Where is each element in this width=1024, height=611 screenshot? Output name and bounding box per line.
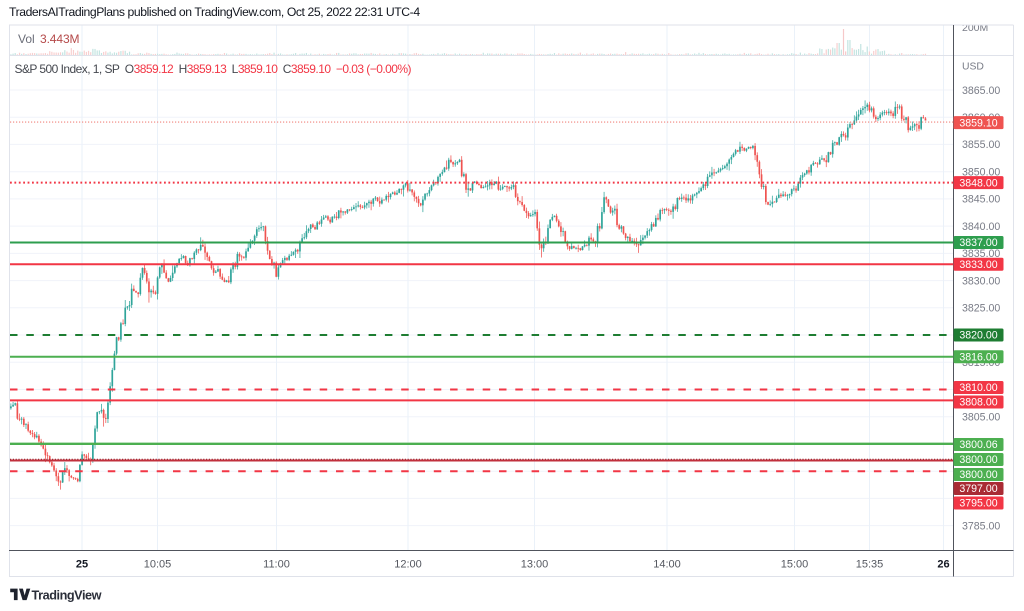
svg-text:12:00: 12:00 [394, 559, 422, 571]
svg-text:3808.00: 3808.00 [959, 397, 997, 409]
svg-text:Vol: Vol [18, 32, 35, 46]
svg-text:13:00: 13:00 [521, 559, 549, 571]
svg-text:3865.00: 3865.00 [962, 85, 1000, 97]
svg-text:3835.00: 3835.00 [962, 248, 1000, 260]
svg-text:11:00: 11:00 [263, 559, 290, 571]
svg-text:TradersAITradingPlans publishe: TradersAITradingPlans published on Tradi… [9, 5, 420, 19]
svg-text:15:35: 15:35 [856, 559, 884, 571]
svg-text:3845.00: 3845.00 [962, 194, 1000, 206]
svg-text:25: 25 [76, 559, 88, 571]
svg-text:200M: 200M [962, 22, 988, 34]
svg-text:3837.00: 3837.00 [959, 237, 997, 249]
svg-text:3859.10: 3859.10 [959, 117, 997, 129]
svg-text:3797.00: 3797.00 [959, 483, 997, 495]
svg-text:3800.06: 3800.06 [959, 439, 997, 451]
svg-text:3825.00: 3825.00 [962, 303, 1000, 315]
svg-text:TradingView: TradingView [32, 588, 102, 602]
svg-text:3840.00: 3840.00 [962, 221, 1000, 233]
svg-text:10:05: 10:05 [144, 559, 172, 571]
svg-text:26: 26 [937, 559, 949, 571]
svg-text:3816.00: 3816.00 [959, 352, 997, 364]
svg-text:S&P 500 Index, 1, SP O3859.12: S&P 500 Index, 1, SP O3859.12 H3859.13 L… [15, 62, 412, 76]
svg-text:3.443M: 3.443M [40, 32, 80, 46]
svg-text:3810.00: 3810.00 [959, 382, 997, 394]
svg-text:3805.00: 3805.00 [962, 412, 1000, 424]
svg-text:3785.00: 3785.00 [962, 520, 1000, 532]
svg-text:3830.00: 3830.00 [962, 275, 1000, 287]
svg-text:3800.00: 3800.00 [959, 454, 997, 466]
svg-text:3795.00: 3795.00 [959, 498, 997, 510]
svg-text:3833.00: 3833.00 [959, 259, 997, 271]
svg-text:3850.00: 3850.00 [962, 167, 1000, 179]
svg-text:3848.00: 3848.00 [959, 177, 997, 189]
svg-text:15:00: 15:00 [781, 559, 809, 571]
svg-text:USD: USD [962, 61, 984, 72]
svg-text:3820.00: 3820.00 [959, 330, 997, 342]
svg-text:3855.00: 3855.00 [962, 139, 1000, 151]
svg-text:14:00: 14:00 [653, 559, 681, 571]
svg-text:3800.00: 3800.00 [959, 469, 997, 481]
